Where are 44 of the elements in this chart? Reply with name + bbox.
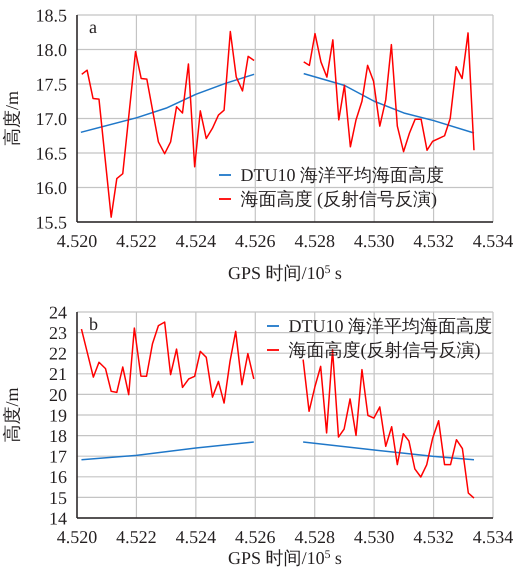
y-tick-label: 21 xyxy=(49,364,67,384)
x-tick-label: 4.524 xyxy=(176,526,216,547)
y-tick-label: 16 xyxy=(49,467,67,488)
x-tick-label: 4.532 xyxy=(413,526,454,547)
y-tick-label: 15.5 xyxy=(36,212,67,232)
y-tick-label: 15 xyxy=(49,488,67,508)
x-tick-label: 4.522 xyxy=(116,230,157,251)
y-tick-label: 22 xyxy=(49,344,67,364)
y-tick-label: 20 xyxy=(49,384,67,405)
x-tick-label: 4.528 xyxy=(294,230,335,251)
x-tick-label: 4.528 xyxy=(294,526,335,547)
legend-label: 海面高度(反射信号反演) xyxy=(288,340,480,360)
x-tick-label: 4.524 xyxy=(176,230,216,251)
x-axis-title: GPS 时间/10$^{5}$ s xyxy=(228,548,342,568)
x-tick-label: 4.522 xyxy=(116,526,157,547)
y-tick-label: 16.0 xyxy=(36,178,67,198)
x-tick-label: 4.534 xyxy=(472,526,514,547)
y-tick-label: 18 xyxy=(49,426,67,446)
x-tick-label: 4.532 xyxy=(413,230,454,251)
annotation: a xyxy=(89,17,97,37)
x-tick-label: 4.520 xyxy=(56,230,98,251)
y-tick-label: 18.5 xyxy=(36,5,67,26)
x-tick-label: 4.530 xyxy=(354,526,394,547)
legend-label: DTU10 海洋平均海面高度 xyxy=(240,165,444,185)
y-tick-label: 17.0 xyxy=(36,108,67,129)
x-tick-label: 4.534 xyxy=(472,230,514,251)
y-tick-label: 23 xyxy=(49,322,67,343)
y-axis-title: 高度/m xyxy=(2,90,22,146)
y-tick-label: 18.0 xyxy=(36,40,67,60)
y-tick-label: 14 xyxy=(49,508,67,528)
y-tick-label: 17.5 xyxy=(36,74,67,94)
x-tick-label: 4.526 xyxy=(235,230,276,251)
x-tick-label: 4.530 xyxy=(354,230,394,251)
x-tick-label: 4.526 xyxy=(235,526,276,547)
y-tick-label: 16.5 xyxy=(36,143,67,164)
y-axis-title: 高度/m xyxy=(2,387,22,443)
annotation: b xyxy=(89,314,98,334)
legend-label: DTU10 海洋平均海面高度 xyxy=(288,316,492,336)
y-tick-label: 19 xyxy=(49,405,67,426)
x-axis-title: GPS 时间/10$^{5}$ s xyxy=(228,262,342,283)
x-tick-label: 4.520 xyxy=(56,526,98,547)
legend-label: 海面高度 (反射信号反演) xyxy=(240,189,437,209)
y-tick-label: 24 xyxy=(49,302,67,322)
y-tick-label: 17 xyxy=(49,446,67,467)
